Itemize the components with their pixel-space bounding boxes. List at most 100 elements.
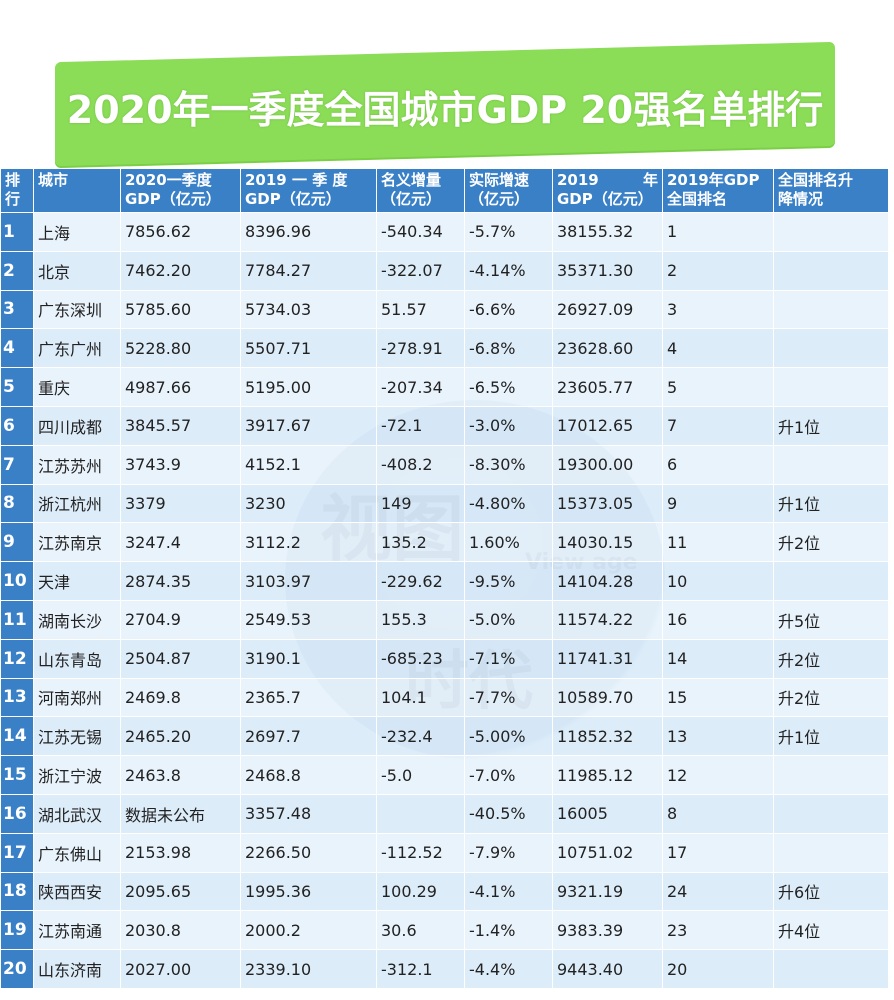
row-city: 四川成都 bbox=[33, 405, 121, 446]
row-rank-change: 升2位 bbox=[773, 638, 889, 679]
row-city: 江苏南京 bbox=[33, 522, 121, 563]
header-gdp-2020q1: 2020一季度 GDP（亿元） bbox=[120, 168, 241, 213]
row-gdp-2019q1: 8396.96 bbox=[240, 212, 377, 252]
row-gdp-2020q1: 7856.62 bbox=[120, 212, 241, 252]
row-gdp-2019q1: 5195.00 bbox=[240, 367, 377, 407]
row-city: 北京 bbox=[33, 250, 121, 291]
row-rank: 6 bbox=[0, 405, 34, 446]
row-nominal-increase: -207.34 bbox=[376, 367, 465, 407]
row-city: 河南郑州 bbox=[33, 677, 121, 718]
gdp-ranking-table: 排 行 城市 2020一季度 GDP（亿元） 2019 一 季 度 GDP（亿元… bbox=[0, 168, 889, 989]
row-real-growth: -40.5% bbox=[464, 793, 553, 834]
row-nominal-increase: 100.29 bbox=[376, 871, 465, 912]
header-real-growth-line2: （亿元） bbox=[469, 190, 530, 208]
row-city: 浙江宁波 bbox=[33, 755, 121, 795]
row-rank-change: 升1位 bbox=[773, 405, 889, 446]
header-rank-line2: 行 bbox=[5, 190, 21, 208]
row-nominal-increase: -72.1 bbox=[376, 405, 465, 446]
row-city: 天津 bbox=[33, 561, 121, 601]
row-gdp-2019: 10751.02 bbox=[552, 832, 663, 873]
header-gdp-2019-line2: GDP（亿元） bbox=[557, 190, 653, 208]
row-city: 浙江杭州 bbox=[33, 483, 121, 524]
row-nominal-increase: -232.4 bbox=[376, 716, 465, 757]
row-gdp-2019q1: 3112.2 bbox=[240, 522, 377, 563]
row-gdp-2019: 23605.77 bbox=[552, 367, 663, 407]
row-city: 山东青岛 bbox=[33, 638, 121, 679]
table-row: 5 重庆 4987.66 5195.00 -207.34 -6.5% 23605.77 5 bbox=[0, 367, 889, 407]
table-header-row: 排 行 城市 2020一季度 GDP（亿元） 2019 一 季 度 GDP（亿元… bbox=[0, 168, 889, 213]
row-city: 广东佛山 bbox=[33, 832, 121, 873]
row-city: 江苏南通 bbox=[33, 910, 121, 951]
row-gdp-2020q1: 2463.8 bbox=[120, 755, 241, 795]
row-gdp-2019: 9443.40 bbox=[552, 949, 663, 989]
row-nominal-increase: -229.62 bbox=[376, 561, 465, 601]
table-row: 14 江苏无锡 2465.20 2697.7 -232.4 -5.00% 11852.32 1… bbox=[0, 716, 889, 757]
row-rank: 8 bbox=[0, 483, 34, 524]
row-gdp-2019: 9321.19 bbox=[552, 871, 663, 912]
row-gdp-2019: 17012.65 bbox=[552, 405, 663, 446]
table-row: 1 上海 7856.62 8396.96 -540.34 -5.7% 38155.32 1 bbox=[0, 212, 889, 252]
row-rank-2019: 17 bbox=[662, 832, 774, 873]
row-gdp-2020q1: 2153.98 bbox=[120, 832, 241, 873]
row-rank-change: 升1位 bbox=[773, 483, 889, 524]
row-rank-change bbox=[773, 949, 889, 989]
row-rank-change: 升4位 bbox=[773, 910, 889, 951]
header-real-growth-line1: 实际增速 bbox=[469, 171, 530, 189]
table-row: 11 湖南长沙 2704.9 2549.53 155.3 -5.0% 11574.22 16 升… bbox=[0, 599, 889, 640]
row-rank-change bbox=[773, 832, 889, 873]
row-nominal-increase: -5.0 bbox=[376, 755, 465, 795]
row-real-growth: -6.8% bbox=[464, 328, 553, 369]
row-rank: 20 bbox=[0, 949, 34, 989]
row-nominal-increase: 51.57 bbox=[376, 289, 465, 330]
header-gdp-2020q1-line2: GDP（亿元） bbox=[125, 190, 221, 208]
table-row: 10 天津 2874.35 3103.97 -229.62 -9.5% 14104.28 10 bbox=[0, 561, 889, 601]
row-gdp-2020q1: 3247.4 bbox=[120, 522, 241, 563]
header-city: 城市 bbox=[33, 168, 121, 213]
row-gdp-2019: 26927.09 bbox=[552, 289, 663, 330]
row-gdp-2020q1: 2469.8 bbox=[120, 677, 241, 718]
table-row: 7 江苏苏州 3743.9 4152.1 -408.2 -8.30% 19300.00 6 bbox=[0, 444, 889, 485]
table-row: 4 广东广州 5228.80 5507.71 -278.91 -6.8% 23628.60 4 bbox=[0, 328, 889, 369]
header-rank-change-line1: 全国排名升 bbox=[778, 171, 854, 189]
row-gdp-2020q1: 5785.60 bbox=[120, 289, 241, 330]
table-row: 15 浙江宁波 2463.8 2468.8 -5.0 -7.0% 11985.12 12 bbox=[0, 755, 889, 795]
row-gdp-2019q1: 5734.03 bbox=[240, 289, 377, 330]
header-nominal-increase-line1: 名义增量 bbox=[381, 171, 442, 189]
row-rank: 10 bbox=[0, 561, 34, 601]
row-rank: 2 bbox=[0, 250, 34, 291]
row-city: 山东济南 bbox=[33, 949, 121, 989]
row-rank-change: 升1位 bbox=[773, 716, 889, 757]
row-gdp-2019q1: 3103.97 bbox=[240, 561, 377, 601]
row-nominal-increase: -540.34 bbox=[376, 212, 465, 252]
row-rank-change bbox=[773, 289, 889, 330]
row-rank: 17 bbox=[0, 832, 34, 873]
row-real-growth: -5.00% bbox=[464, 716, 553, 757]
row-gdp-2020q1: 3379 bbox=[120, 483, 241, 524]
table-row: 18 陕西西安 2095.65 1995.36 100.29 -4.1% 9321.19 24… bbox=[0, 871, 889, 912]
row-rank: 13 bbox=[0, 677, 34, 718]
row-gdp-2019: 11741.31 bbox=[552, 638, 663, 679]
row-nominal-increase: 155.3 bbox=[376, 599, 465, 640]
row-nominal-increase: -278.91 bbox=[376, 328, 465, 369]
row-rank: 16 bbox=[0, 793, 34, 834]
header-real-growth: 实际增速 （亿元） bbox=[464, 168, 553, 213]
row-gdp-2019q1: 4152.1 bbox=[240, 444, 377, 485]
header-rank-change-line2: 降情况 bbox=[778, 190, 824, 208]
row-real-growth: -5.7% bbox=[464, 212, 553, 252]
row-real-growth: -5.0% bbox=[464, 599, 553, 640]
row-rank: 4 bbox=[0, 328, 34, 369]
row-rank-2019: 13 bbox=[662, 716, 774, 757]
row-real-growth: -7.7% bbox=[464, 677, 553, 718]
row-real-growth: -4.14% bbox=[464, 250, 553, 291]
row-gdp-2019: 14030.15 bbox=[552, 522, 663, 563]
row-real-growth: -7.0% bbox=[464, 755, 553, 795]
row-city: 广东深圳 bbox=[33, 289, 121, 330]
row-rank-2019: 7 bbox=[662, 405, 774, 446]
row-city: 重庆 bbox=[33, 367, 121, 407]
row-gdp-2019q1: 1995.36 bbox=[240, 871, 377, 912]
row-rank-change bbox=[773, 212, 889, 252]
row-rank: 9 bbox=[0, 522, 34, 563]
row-rank-change bbox=[773, 561, 889, 601]
row-real-growth: 1.60% bbox=[464, 522, 553, 563]
row-nominal-increase: -112.52 bbox=[376, 832, 465, 873]
